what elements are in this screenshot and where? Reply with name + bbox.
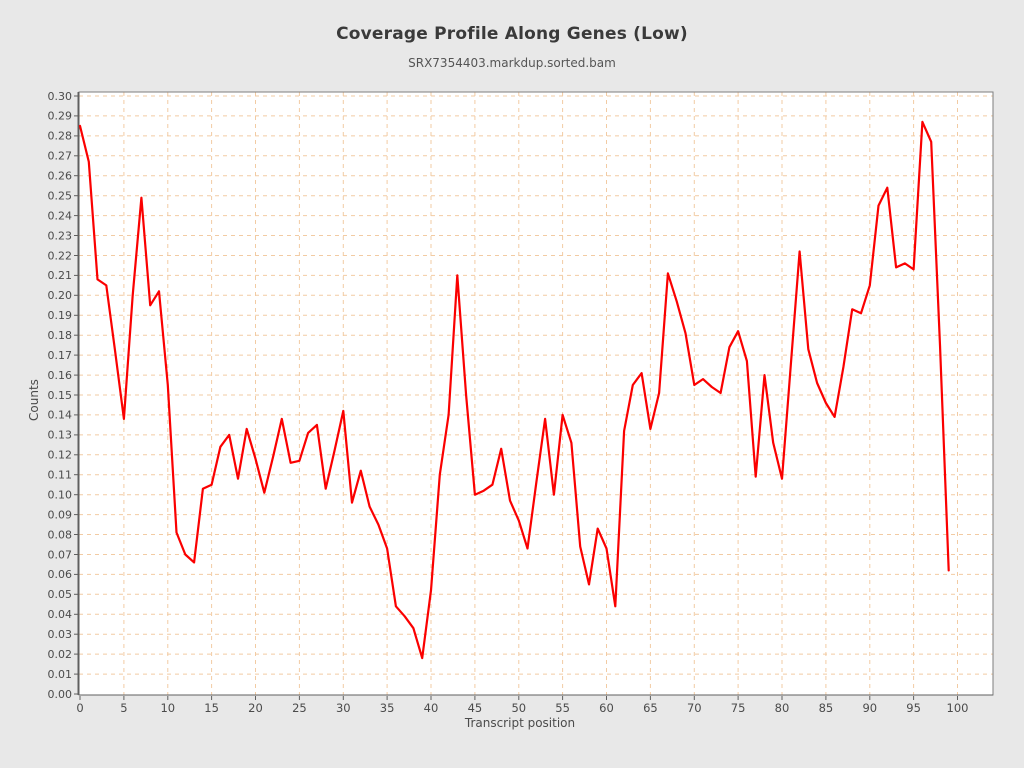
chart-title: Coverage Profile Along Genes (Low) [336,24,688,44]
y-tick-label: 0.08 [48,528,73,541]
x-tick-label: 30 [336,701,351,715]
x-tick-label: 70 [687,701,702,715]
y-tick-label: 0.04 [48,608,73,621]
y-tick-label: 0.22 [48,249,73,262]
y-tick-label: 0.30 [48,90,73,103]
y-tick-label: 0.00 [48,688,73,701]
plot-area [79,92,993,695]
x-tick-label: 55 [555,701,570,715]
x-tick-label: 75 [731,701,746,715]
x-tick-label: 50 [511,701,526,715]
x-tick-label: 85 [819,701,834,715]
x-tick-label: 25 [292,701,307,715]
x-tick-label: 40 [424,701,439,715]
y-tick-label: 0.19 [48,309,73,322]
x-tick-label: 45 [468,701,483,715]
x-tick-label: 0 [76,701,83,715]
x-tick-label: 95 [906,701,921,715]
y-tick-label: 0.17 [48,349,73,362]
y-tick-label: 0.28 [48,130,73,143]
x-axis-title: Transcript position [464,716,575,730]
y-tick-label: 0.12 [48,449,73,462]
x-tick-label: 60 [599,701,614,715]
x-tick-label: 100 [947,701,969,715]
y-tick-label: 0.14 [48,409,73,422]
chart-subtitle: SRX7354403.markdup.sorted.bam [408,56,616,70]
x-tick-label: 90 [862,701,877,715]
x-tick-label: 35 [380,701,395,715]
x-tick-label: 5 [120,701,127,715]
x-tick-label: 65 [643,701,658,715]
y-tick-label: 0.01 [48,668,73,681]
y-tick-label: 0.09 [48,508,73,521]
x-tick-label: 20 [248,701,263,715]
y-axis-title: Counts [27,379,41,421]
y-tick-label: 0.05 [48,588,73,601]
x-tick-label: 15 [204,701,219,715]
y-tick-label: 0.18 [48,329,73,342]
y-tick-label: 0.27 [48,150,73,163]
y-tick-label: 0.15 [48,389,73,402]
y-tick-label: 0.24 [48,209,73,222]
x-tick-label: 80 [775,701,790,715]
y-tick-label: 0.25 [48,190,73,203]
y-tick-label: 0.11 [48,469,73,482]
y-tick-label: 0.07 [48,548,73,561]
coverage-line [78,120,950,660]
y-tick-label: 0.06 [48,568,73,581]
y-tick-label: 0.20 [48,289,73,302]
y-tick-label: 0.23 [48,229,73,242]
y-tick-label: 0.21 [48,269,73,282]
y-tick-label: 0.26 [48,170,73,183]
y-tick-label: 0.10 [48,489,73,502]
x-tick-label: 10 [160,701,175,715]
y-tick-label: 0.03 [48,628,73,641]
y-tick-label: 0.29 [48,110,73,123]
y-tick-label: 0.16 [48,369,73,382]
y-tick-label: 0.13 [48,429,73,442]
y-tick-label: 0.02 [48,648,73,661]
